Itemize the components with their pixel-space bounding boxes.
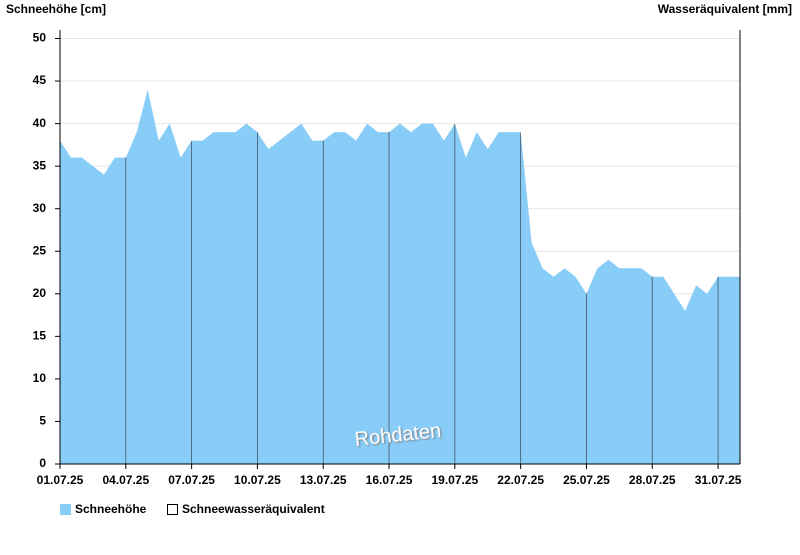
y-tick-label: 10 xyxy=(33,371,47,385)
x-tick-label: 13.07.25 xyxy=(300,473,347,487)
x-tick-label: 16.07.25 xyxy=(366,473,413,487)
y-tick-label: 20 xyxy=(33,286,47,300)
x-tick-label: 28.07.25 xyxy=(629,473,676,487)
legend-label: Schneewasseräquivalent xyxy=(182,502,325,516)
y-tick-label: 35 xyxy=(33,158,47,172)
x-tick-label: 22.07.25 xyxy=(497,473,544,487)
x-tick-label: 04.07.25 xyxy=(102,473,149,487)
x-tick-label: 07.07.25 xyxy=(168,473,215,487)
legend-label: Schneehöhe xyxy=(75,502,147,516)
x-tick-label: 01.07.25 xyxy=(37,473,84,487)
y-tick-label: 5 xyxy=(39,414,46,428)
y-tick-label: 50 xyxy=(33,31,47,45)
x-tick-label: 31.07.25 xyxy=(695,473,742,487)
y-axis-title: Schneehöhe [cm] xyxy=(6,2,106,16)
plot xyxy=(60,89,740,464)
x-tick-label: 25.07.25 xyxy=(563,473,610,487)
y-tick-label: 25 xyxy=(33,243,47,257)
legend-swatch xyxy=(60,504,71,515)
y2-axis-title: Wasseräquivalent [mm] xyxy=(658,2,792,16)
y-tick-label: 30 xyxy=(33,201,47,215)
x-tick-label: 19.07.25 xyxy=(431,473,478,487)
y-tick-label: 0 xyxy=(39,456,46,470)
y-tick-label: 45 xyxy=(33,73,47,87)
legend-swatch xyxy=(167,504,178,515)
y-tick-label: 40 xyxy=(33,116,47,130)
x-tick-label: 10.07.25 xyxy=(234,473,281,487)
y-tick-label: 15 xyxy=(33,329,47,343)
area xyxy=(60,89,740,464)
